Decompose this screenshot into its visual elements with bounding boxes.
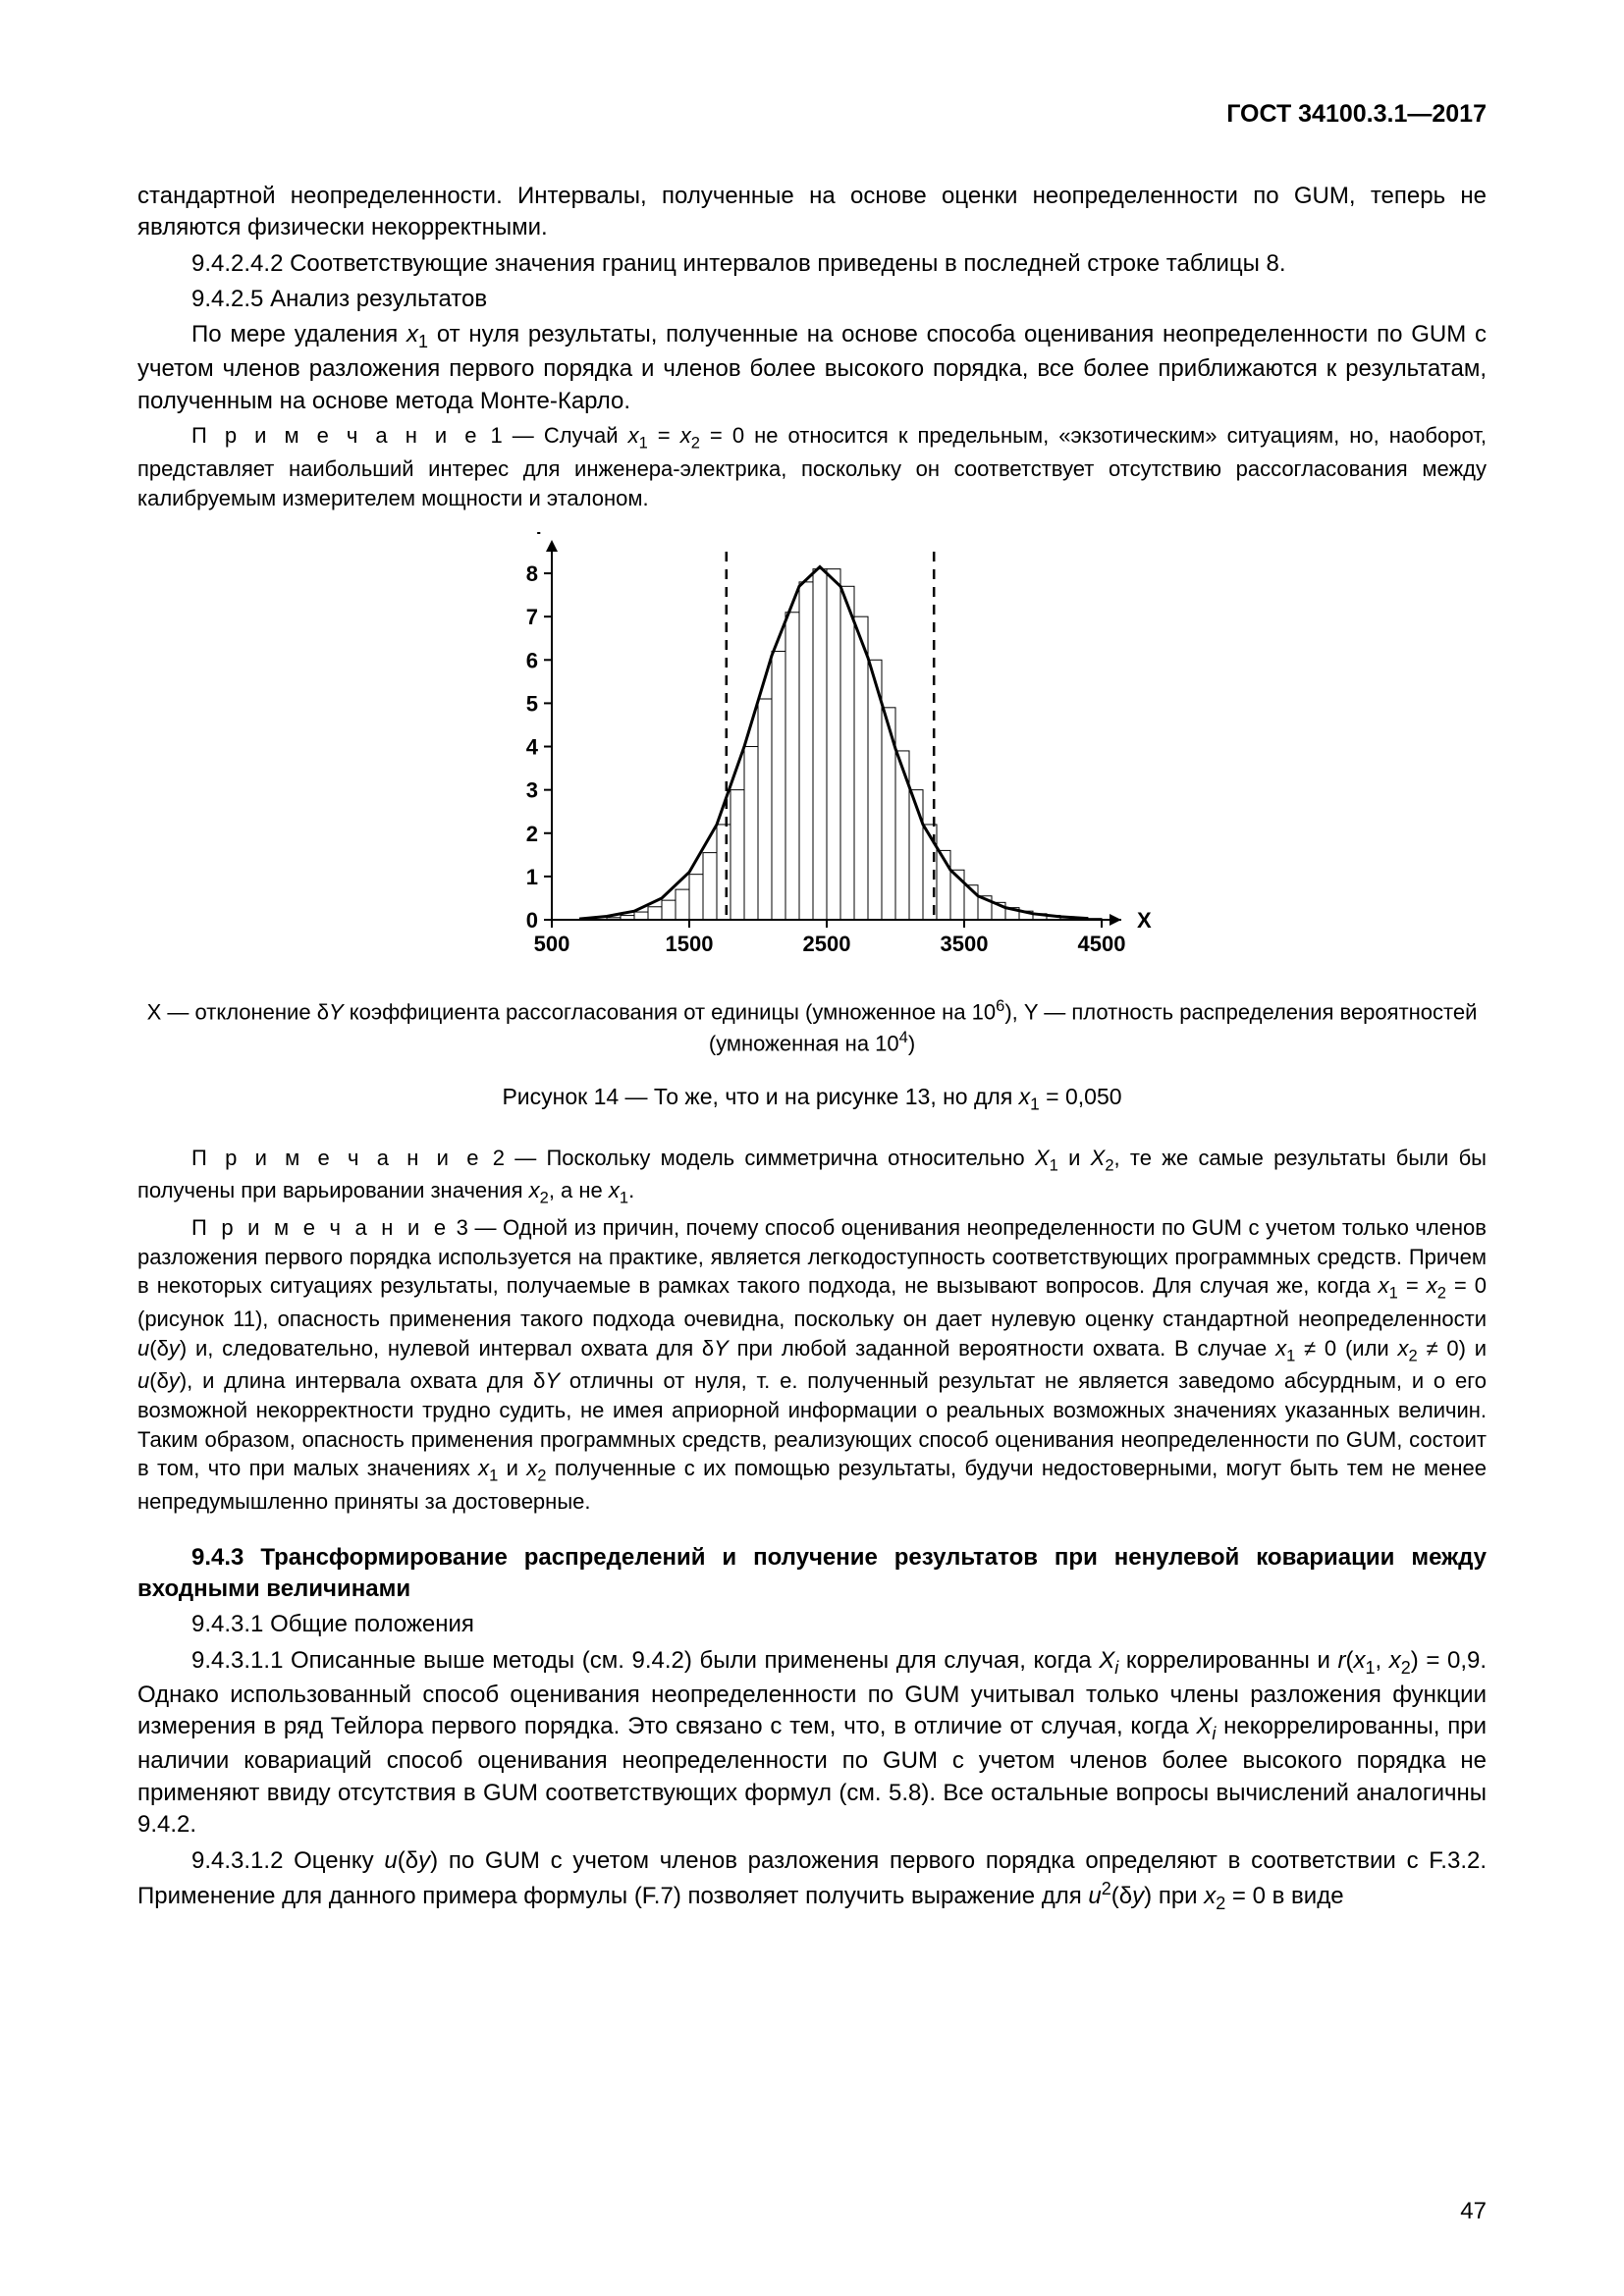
text: (δ bbox=[398, 1847, 418, 1874]
paragraph: стандартной неопределенности. Интервалы,… bbox=[137, 181, 1487, 244]
svg-text:500: 500 bbox=[534, 932, 570, 956]
text: (δ bbox=[149, 1368, 169, 1393]
figure-14-chart: 0 1 2 3 4 5 6 7 8 500 1500 2500 3500 4500 X Y bbox=[137, 532, 1487, 983]
note-2: П р и м е ч а н и е 2 — Поскольку модель… bbox=[137, 1144, 1487, 1209]
svg-text:3500: 3500 bbox=[941, 932, 989, 956]
note-3: П р и м е ч а н и е 3 — Одной из причин,… bbox=[137, 1213, 1487, 1517]
text: при любой заданной вероятности охвата. В… bbox=[729, 1336, 1275, 1361]
var: x bbox=[1379, 1273, 1389, 1298]
text: X — отклонение δ bbox=[147, 999, 329, 1024]
var: Y bbox=[329, 999, 344, 1024]
svg-text:6: 6 bbox=[526, 649, 538, 673]
text: коэффициента рассогласования от единицы … bbox=[344, 999, 997, 1024]
var: x bbox=[1019, 1084, 1031, 1109]
svg-text:2: 2 bbox=[526, 822, 538, 846]
var: x bbox=[1204, 1883, 1216, 1909]
figure-title: Рисунок 14 — То же, что и на рисунке 13,… bbox=[137, 1082, 1487, 1116]
text: , а не bbox=[549, 1178, 609, 1202]
svg-text:4500: 4500 bbox=[1078, 932, 1126, 956]
var: x bbox=[478, 1456, 489, 1480]
svg-text:1500: 1500 bbox=[666, 932, 714, 956]
text: , bbox=[1376, 1647, 1389, 1674]
text: (δ bbox=[149, 1336, 169, 1361]
text: ) bbox=[908, 1031, 915, 1055]
var: y bbox=[1132, 1883, 1144, 1909]
text: ≠ 0 (или bbox=[1295, 1336, 1397, 1361]
paragraph: 9.4.3.1 Общие положения bbox=[137, 1609, 1487, 1640]
text: коррелированны и bbox=[1118, 1647, 1337, 1674]
var: y bbox=[169, 1336, 180, 1361]
var: X bbox=[1091, 1146, 1106, 1170]
var: x bbox=[628, 423, 639, 448]
var: Xi bbox=[1099, 1647, 1118, 1674]
svg-text:4: 4 bbox=[526, 735, 539, 760]
var: x bbox=[1353, 1647, 1365, 1674]
text: = 0,050 bbox=[1040, 1084, 1122, 1109]
text: и bbox=[498, 1456, 526, 1480]
note-label: П р и м е ч а н и е bbox=[191, 1215, 450, 1240]
svg-text:7: 7 bbox=[526, 605, 538, 629]
text: По мере удаления bbox=[191, 321, 406, 347]
chart-svg: 0 1 2 3 4 5 6 7 8 500 1500 2500 3500 4500 X Y bbox=[459, 532, 1165, 974]
svg-text:X: X bbox=[1137, 908, 1152, 933]
svg-text:0: 0 bbox=[526, 908, 538, 933]
var: u bbox=[137, 1336, 149, 1361]
figure-caption: X — отклонение δY коэффициента рассоглас… bbox=[137, 995, 1487, 1058]
var: x bbox=[1427, 1273, 1437, 1298]
var: x bbox=[609, 1178, 620, 1202]
text: . bbox=[628, 1178, 634, 1202]
standard-id: ГОСТ 34100.3.1—2017 bbox=[137, 98, 1487, 132]
paragraph: 9.4.2.5 Анализ результатов bbox=[137, 284, 1487, 315]
var: x bbox=[1389, 1647, 1401, 1674]
text: 2 — Поскольку модель симметрична относит… bbox=[482, 1146, 1034, 1170]
note-1: П р и м е ч а н и е 1 — Случай x1 = x2 =… bbox=[137, 421, 1487, 512]
var-x1: x bbox=[406, 321, 418, 347]
svg-text:5: 5 bbox=[526, 692, 538, 717]
var: X bbox=[1035, 1146, 1050, 1170]
page-number: 47 bbox=[1460, 2196, 1487, 2227]
svg-text:3: 3 bbox=[526, 778, 538, 803]
text: ) и, следовательно, нулевой интервал охв… bbox=[180, 1336, 714, 1361]
svg-text:8: 8 bbox=[526, 561, 538, 586]
var: u bbox=[1088, 1883, 1101, 1909]
svg-text:Y: Y bbox=[531, 532, 546, 539]
text: (δ bbox=[1111, 1883, 1132, 1909]
svg-text:1: 1 bbox=[526, 865, 538, 889]
text: 1 — Случай bbox=[480, 423, 627, 448]
svg-text:2500: 2500 bbox=[803, 932, 851, 956]
text: ≠ 0) и bbox=[1418, 1336, 1487, 1361]
var: u bbox=[137, 1368, 149, 1393]
text: = bbox=[648, 423, 680, 448]
text: 9.4.3.1.2 Оценку bbox=[191, 1847, 384, 1874]
note-label: П р и м е ч а н и е bbox=[191, 423, 480, 448]
var: y bbox=[418, 1847, 430, 1874]
document-page: ГОСТ 34100.3.1—2017 стандартной неопреде… bbox=[0, 0, 1624, 2296]
var: x bbox=[680, 423, 691, 448]
text: и bbox=[1058, 1146, 1091, 1170]
text: = 0 в виде bbox=[1225, 1883, 1343, 1909]
paragraph: 9.4.3.1.2 Оценку u(δy) по GUM с учетом ч… bbox=[137, 1845, 1487, 1915]
var: x bbox=[526, 1456, 537, 1480]
paragraph: 9.4.3.1.1 Описанные выше методы (см. 9.4… bbox=[137, 1645, 1487, 1842]
section-heading: 9.4.3 Трансформирование распределений и … bbox=[137, 1542, 1487, 1606]
paragraph: По мере удаления x1 от нуля результаты, … bbox=[137, 319, 1487, 417]
text: ) при bbox=[1144, 1883, 1204, 1909]
var: y bbox=[169, 1368, 180, 1393]
var: x bbox=[1398, 1336, 1409, 1361]
text: ), и длина интервала охвата для δ bbox=[180, 1368, 546, 1393]
text: 9.4.3.1.1 Описанные выше методы (см. 9.4… bbox=[191, 1647, 1099, 1674]
text: Рисунок 14 — То же, что и на рисунке 13,… bbox=[502, 1084, 1018, 1109]
var: Y bbox=[545, 1368, 560, 1393]
var: Xi bbox=[1196, 1713, 1216, 1739]
var: x bbox=[1275, 1336, 1286, 1361]
var: Y bbox=[714, 1336, 729, 1361]
var: x bbox=[529, 1178, 540, 1202]
text: = bbox=[1398, 1273, 1427, 1298]
paragraph: 9.4.2.4.2 Соответствующие значения грани… bbox=[137, 248, 1487, 280]
note-label: П р и м е ч а н и е bbox=[191, 1146, 482, 1170]
var: u bbox=[384, 1847, 397, 1874]
